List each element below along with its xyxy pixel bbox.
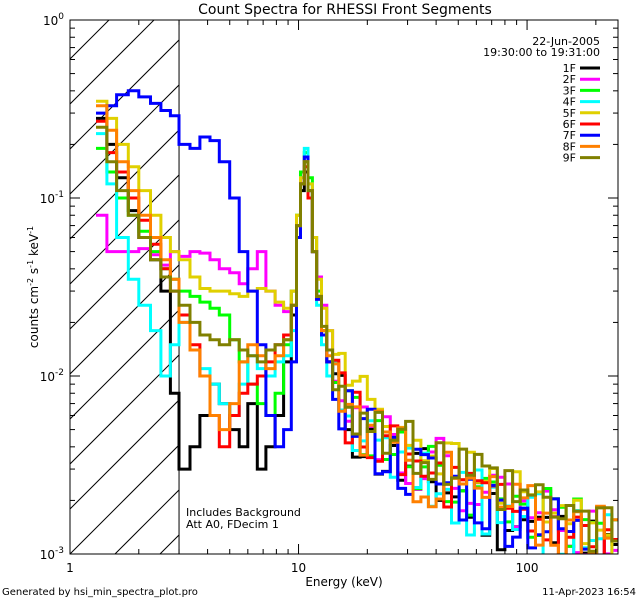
y-tick-label: 10-2	[40, 368, 64, 384]
chart-title: Count Spectra for RHESSI Front Segments	[198, 2, 492, 18]
series-layer	[96, 89, 618, 554]
hatch-line	[70, 20, 110, 60]
series-line-2F	[96, 160, 618, 554]
series-line-4F	[96, 132, 614, 554]
date-label: 22-Jun-2005	[532, 35, 600, 48]
time-range-label: 19:30:00 to 19:31:00	[483, 46, 600, 59]
legend-label-2F: 2F	[563, 73, 576, 86]
legend-label-4F: 4F	[563, 96, 576, 109]
series-line-9F	[96, 125, 618, 553]
legend-label-6F: 6F	[563, 118, 576, 131]
y-tick-label: 100	[43, 12, 64, 28]
x-tick-label: 100	[516, 561, 539, 575]
series-line-3F	[96, 146, 618, 548]
plot-frame	[69, 19, 619, 555]
legend-label-7F: 7F	[563, 129, 576, 142]
legend-label-9F: 9F	[563, 152, 576, 165]
y-axis-label: counts cm-2 s-1 keV-1	[26, 226, 41, 348]
y-tick-label: 10-1	[40, 190, 64, 206]
legend-label-5F: 5F	[563, 107, 576, 120]
hatch-line	[70, 39, 180, 150]
x-tick-label: 1	[66, 561, 74, 575]
y-tick-label: 10-3	[40, 546, 64, 562]
hatch-line	[0, 14, 70, 554]
x-axis-label: Energy (keV)	[305, 575, 382, 589]
hatch-line	[70, 444, 180, 554]
x-tick-label: 10	[291, 561, 306, 575]
axes: 1 10 100 100 10-1 10-2 10-3	[40, 12, 619, 575]
footer-generated-by: Generated by hsi_min_spectra_plot.pro	[2, 587, 198, 598]
annotation-attenuator: Att A0, FDecim 1	[186, 518, 279, 531]
legend-label-1F: 1F	[563, 62, 576, 75]
footer-timestamp: 11-Apr-2023 16:54	[542, 587, 636, 598]
hatch-line	[70, 219, 180, 330]
hatch-line	[70, 399, 180, 510]
series-line-5F	[96, 99, 614, 554]
hatch-line	[70, 20, 155, 105]
hatch-line	[70, 264, 180, 375]
series-line-1F	[96, 116, 618, 554]
legend-label-3F: 3F	[563, 84, 576, 97]
hatch-line	[70, 129, 180, 240]
annotation-background: Includes Background	[186, 506, 301, 519]
legend-label-8F: 8F	[563, 140, 576, 153]
